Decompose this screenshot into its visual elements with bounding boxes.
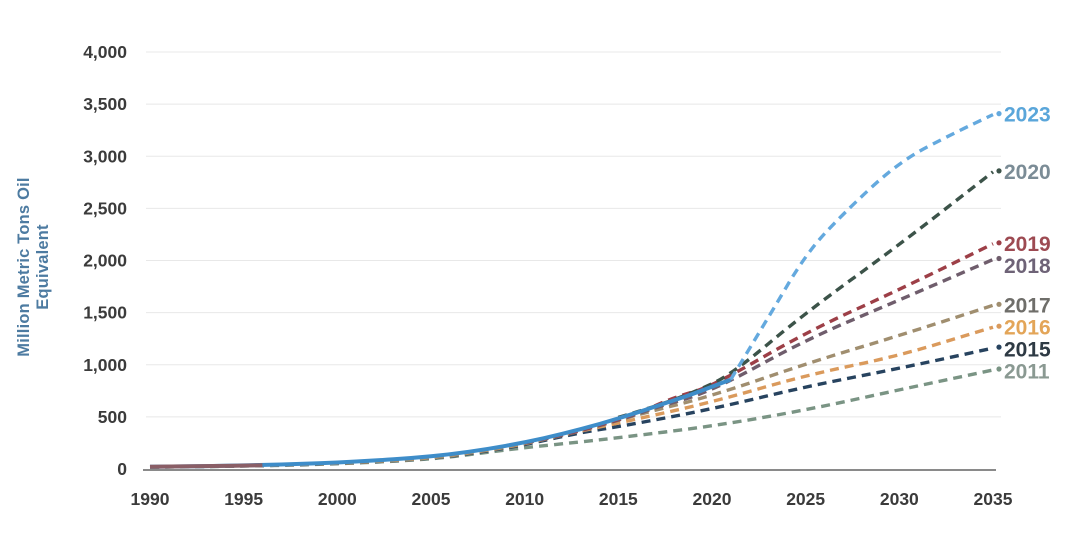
series-endpoint-dot-2018 bbox=[996, 255, 1002, 262]
series-line-2011 bbox=[149, 368, 994, 469]
series-line-2016 bbox=[149, 325, 994, 469]
x-tick-label: 2020 bbox=[693, 489, 732, 509]
x-tick-label: 2000 bbox=[318, 489, 357, 509]
series-line-2023 bbox=[729, 113, 994, 381]
series-label-2019: 2019 bbox=[1004, 233, 1051, 256]
y-tick-label: 1,000 bbox=[83, 355, 127, 375]
x-tick-label: 2030 bbox=[880, 489, 919, 509]
x-tick-label: 2010 bbox=[505, 489, 544, 509]
series-label-2023: 2023 bbox=[1004, 104, 1051, 127]
series-line-2020 bbox=[617, 170, 995, 420]
x-tick-label: 1995 bbox=[224, 489, 263, 509]
series-line-2019 bbox=[524, 242, 994, 445]
series-label-2011: 2011 bbox=[1004, 360, 1050, 383]
x-tick-label: 1990 bbox=[131, 489, 170, 509]
series-label-2018: 2018 bbox=[1004, 255, 1051, 278]
series-label-2015: 2015 bbox=[1004, 338, 1051, 361]
series-endpoint-dot-2015 bbox=[996, 344, 1002, 350]
series-endpoint-dot-2023 bbox=[996, 111, 1002, 117]
x-tick-label: 2005 bbox=[412, 489, 451, 509]
y-axis-title: Million Metric Tons Oil Equivalent bbox=[15, 177, 52, 357]
y-tick-label: 2,000 bbox=[83, 251, 127, 271]
series-line-historical-actual bbox=[149, 377, 732, 469]
y-tick-label: 0 bbox=[117, 459, 127, 479]
x-tick-label: 2025 bbox=[786, 489, 825, 509]
series-label-2016: 2016 bbox=[1004, 316, 1051, 339]
series-endpoint-dot-2019 bbox=[996, 240, 1002, 246]
series-label-2017: 2017 bbox=[1004, 294, 1051, 317]
series-label-2020: 2020 bbox=[1004, 161, 1051, 184]
x-tick-label: 2035 bbox=[974, 489, 1013, 509]
y-tick-label: 3,500 bbox=[83, 94, 127, 114]
series-line-2017 bbox=[149, 303, 994, 469]
series-line-early-overlap-bundle bbox=[149, 463, 263, 469]
series-endpoint-dot-2016 bbox=[996, 323, 1002, 329]
y-tick-label: 2,500 bbox=[83, 198, 127, 218]
series-line-2015 bbox=[149, 346, 994, 469]
x-tick-label: 2015 bbox=[599, 489, 638, 509]
y-tick-label: 1,500 bbox=[83, 303, 127, 323]
series-endpoint-dot-2017 bbox=[996, 301, 1002, 307]
y-tick-label: 3,000 bbox=[83, 146, 127, 166]
series-endpoint-dot-2020 bbox=[996, 168, 1002, 174]
series-endpoint-dot-2011 bbox=[996, 366, 1002, 372]
y-tick-label: 4,000 bbox=[83, 42, 127, 62]
y-tick-label: 500 bbox=[98, 407, 127, 427]
